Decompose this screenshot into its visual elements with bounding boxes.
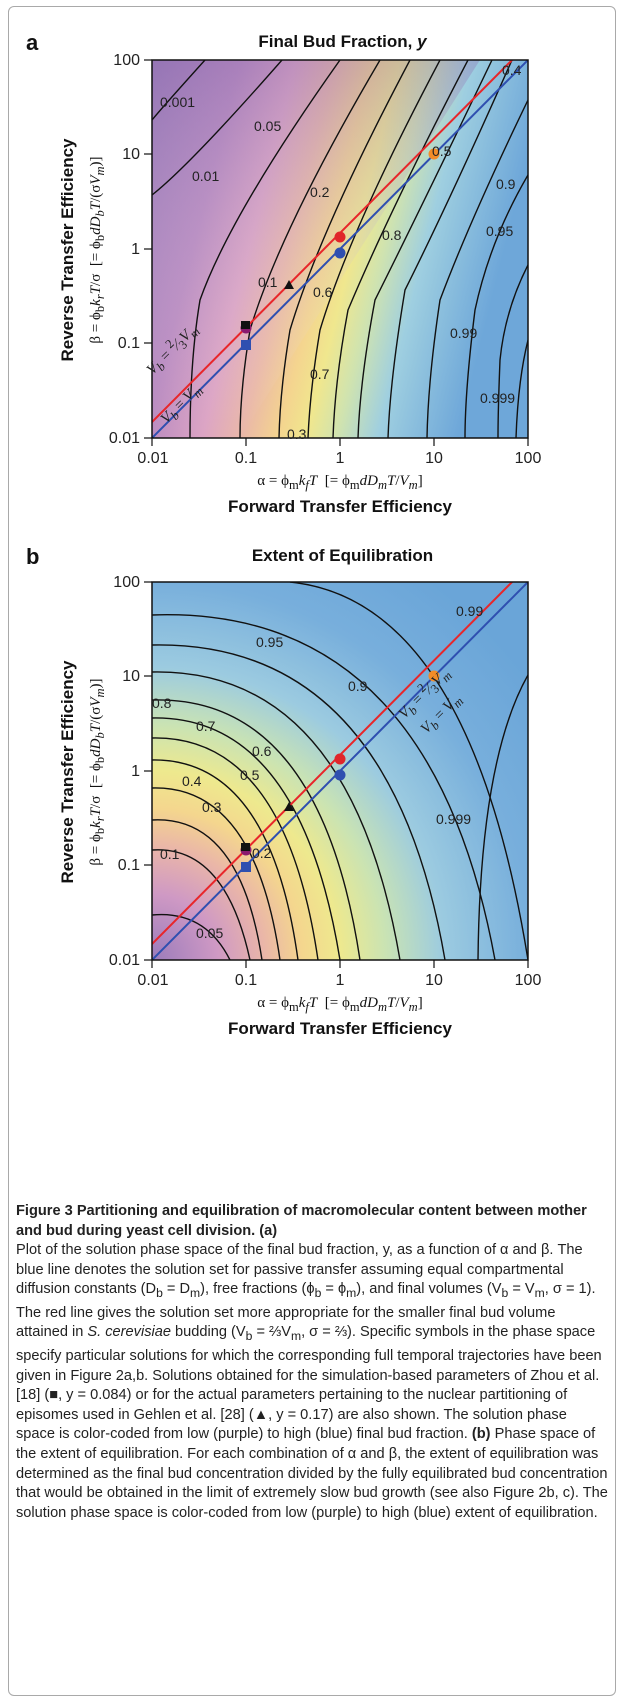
a-contour-label: 0.6 — [313, 284, 333, 300]
point-orange-b — [428, 670, 440, 682]
a-contour-label: 0.99 — [450, 325, 478, 341]
a-xtick-1: 0.1 — [234, 450, 258, 467]
a-contour-label: 0.999 — [480, 390, 516, 406]
b-xtick-0: 0.01 — [137, 972, 169, 989]
point-red-a — [334, 231, 346, 243]
a-contour-label: 0.05 — [254, 118, 282, 134]
panel-a-ticks — [144, 59, 529, 446]
b-contour-label: 0.999 — [436, 811, 472, 827]
caption-species: S. cerevisiae — [87, 1324, 171, 1341]
a-x-title: Forward Transfer Efficiency — [228, 497, 452, 516]
panel-a-plot — [144, 59, 529, 446]
caption-text-a3: ), and final volumes (V — [356, 1281, 502, 1298]
b-xtick-1: 0.1 — [234, 972, 258, 989]
figure-caption: Figure 3 Partitioning and equilibration … — [16, 1203, 608, 1521]
point-black-square-a — [241, 321, 250, 329]
a-y-formula: β = ϕbkrT/σ [= ϕbdDbT/(σVm)] — [88, 156, 107, 344]
panel-b-letter: b — [26, 544, 40, 569]
a-ytick-2: 1 — [131, 241, 140, 258]
point-orange-a — [428, 148, 440, 160]
caption-text-b: Phase space of the extent of equilibrati… — [16, 1426, 608, 1521]
b-contour-label: 0.05 — [196, 925, 224, 941]
a-xtick-4: 100 — [514, 450, 542, 467]
b-contour-label: 0.2 — [252, 845, 272, 861]
b-contour-label: 0.1 — [160, 846, 180, 862]
panel-b-ticks — [144, 581, 529, 968]
caption-text-a1: Plot of the solution phase space of the … — [16, 1242, 583, 1298]
point-black-triangle-b — [284, 802, 294, 811]
b-contour-label: 0.9 — [348, 678, 368, 694]
caption-text-a6: , σ = ⅔). Specific symbols in the phase … — [16, 1324, 602, 1443]
a-contour-label: 0.95 — [486, 223, 514, 239]
b-y-formula: β = ϕbkrT/σ [= ϕbdDbT/(σVm)] — [88, 678, 107, 866]
a-contour-label: 0.4 — [502, 62, 522, 78]
a-xtick-3: 10 — [425, 450, 443, 467]
caption-text-a2: ), free fractions (ϕ — [200, 1281, 315, 1298]
b-y-title: Reverse Transfer Efficiency — [58, 660, 77, 884]
a-xtick-0: 0.01 — [137, 450, 169, 467]
a-contour-label: 0.01 — [192, 168, 220, 184]
a-ytick-4: 0.01 — [108, 430, 140, 447]
a-ytick-1: 10 — [122, 146, 140, 163]
b-xtick-3: 10 — [425, 972, 443, 989]
panel-a-title: Final Bud Fraction, y — [258, 32, 427, 51]
b-contour-label: 0.3 — [202, 799, 222, 815]
panel-b-title: Extent of Equilibration — [251, 546, 434, 565]
b-contour-label: 0.6 — [252, 743, 272, 759]
caption-title: Figure 3 Partitioning and equilibration … — [16, 1203, 587, 1239]
panel-a-letter: a — [26, 30, 39, 55]
b-x-formula: α = ϕmkfT [= ϕmdDmT/Vm] — [257, 995, 423, 1014]
point-black-square-b — [241, 843, 250, 851]
b-contour-label: 0.8 — [152, 695, 172, 711]
a-contour-label: 0.7 — [310, 366, 330, 382]
caption-label-b: (b) — [471, 1426, 491, 1443]
a-contour-label: 0.5 — [432, 143, 452, 159]
point-blue-a — [334, 247, 346, 259]
b-contour-label: 0.95 — [256, 634, 284, 650]
panel-b-plot — [144, 581, 529, 968]
point-blue-b — [334, 769, 346, 781]
point-blue-square-a — [241, 340, 251, 350]
b-xtick-4: 100 — [514, 972, 542, 989]
caption-label-a: (a) — [259, 1222, 278, 1239]
a-ytick-0: 100 — [113, 52, 140, 69]
a-contour-label: 0.8 — [382, 227, 402, 243]
point-black-triangle-a — [284, 280, 294, 289]
point-red-b — [334, 753, 346, 765]
a-x-formula: α = ϕmkfT [= ϕmdDmT/Vm] — [257, 473, 423, 492]
b-x-title: Forward Transfer Efficiency — [228, 1019, 452, 1038]
caption-text-a5: budding (V — [175, 1324, 246, 1341]
a-ytick-3: 0.1 — [117, 335, 140, 352]
b-contour-label: 0.4 — [182, 773, 202, 789]
b-xtick-2: 1 — [335, 972, 345, 989]
a-y-title: Reverse Transfer Efficiency — [58, 138, 77, 362]
b-ytick-0: 100 — [113, 574, 140, 591]
a-contour-label: 0.9 — [496, 176, 516, 192]
b-contour-label: 0.99 — [456, 603, 484, 619]
a-xtick-2: 1 — [335, 450, 345, 467]
b-ytick-4: 0.01 — [108, 952, 140, 969]
b-ytick-3: 0.1 — [117, 857, 140, 874]
a-contour-label: 0.3 — [287, 426, 307, 442]
caption-text-a4: , σ = 1). The red line gives the solutio… — [16, 1281, 596, 1341]
b-ytick-1: 10 — [122, 668, 140, 685]
a-contour-label: 0.1 — [258, 274, 278, 290]
point-blue-square-b — [241, 862, 251, 872]
b-contour-label: 0.7 — [196, 718, 216, 734]
b-contour-label: 0.5 — [240, 767, 260, 783]
b-ytick-2: 1 — [131, 763, 140, 780]
a-contour-label: 0.2 — [310, 184, 330, 200]
a-contour-label: 0.001 — [160, 94, 196, 110]
